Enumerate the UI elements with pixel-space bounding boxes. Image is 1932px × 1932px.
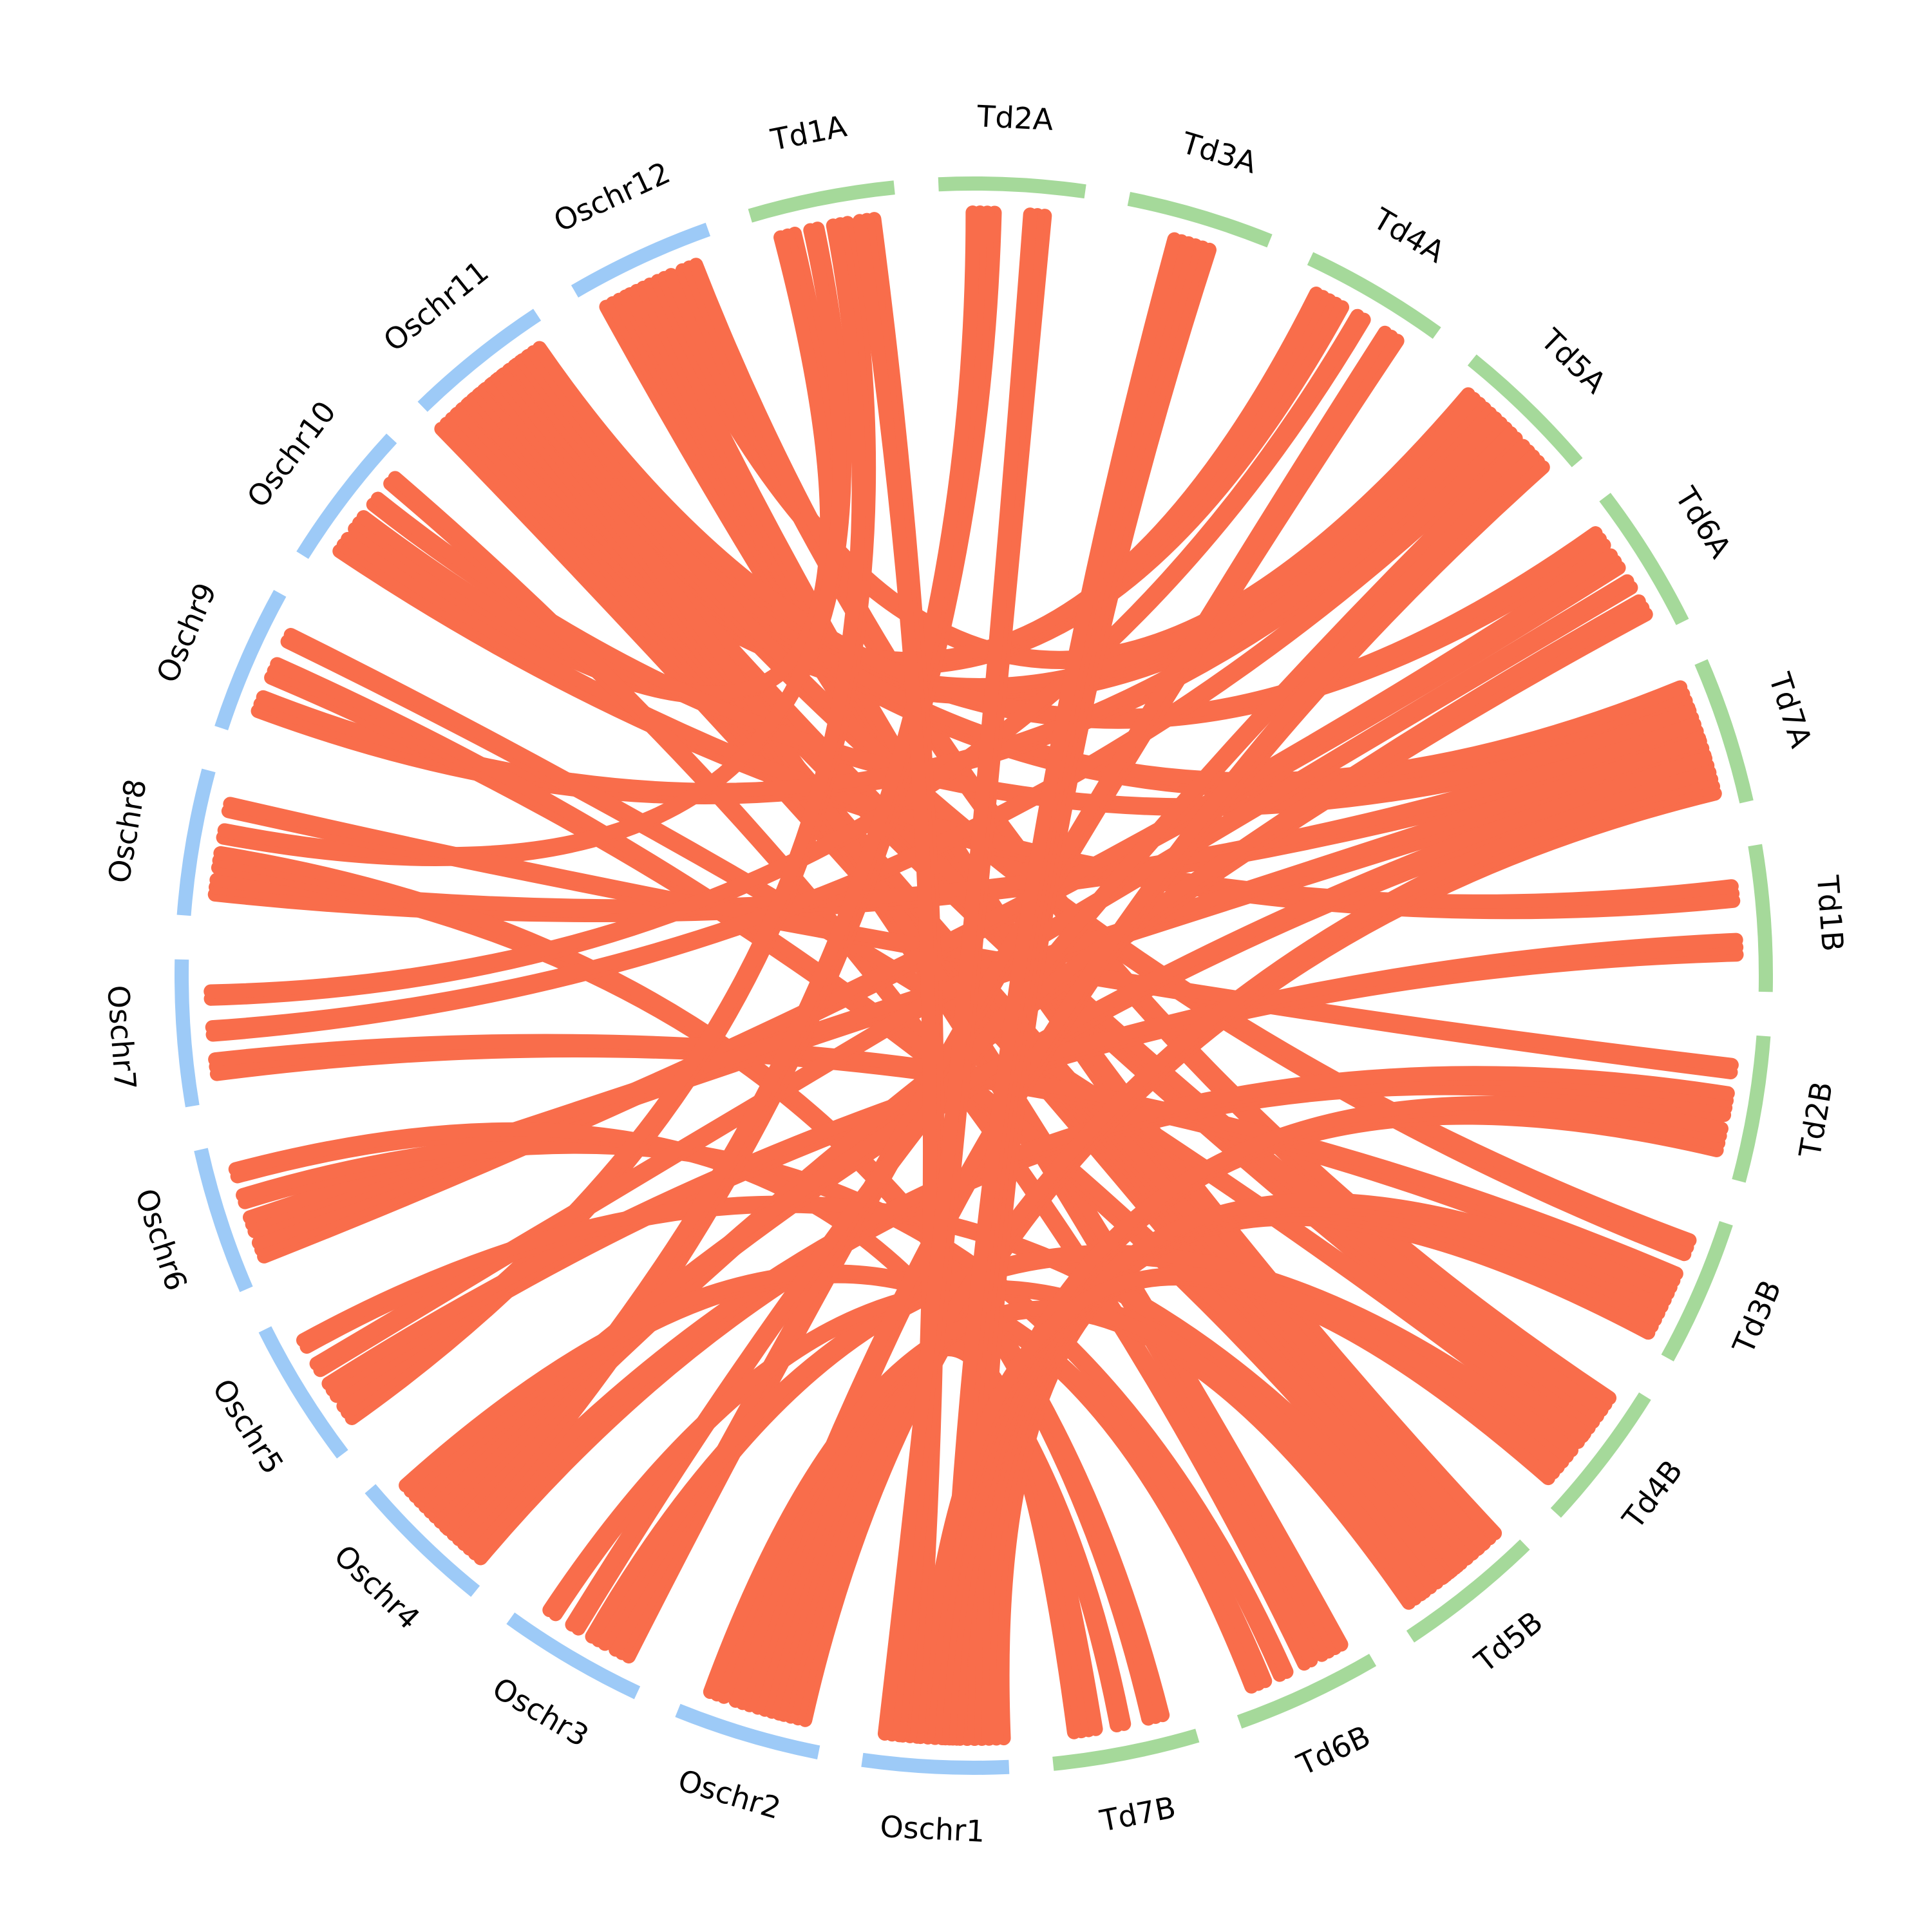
- label-td7b: Td7B: [1097, 1790, 1179, 1839]
- ideogram-oschr8: [176, 768, 216, 916]
- ideogram-oschr4: [365, 1484, 480, 1597]
- label-td7a: Td7A: [1762, 668, 1819, 752]
- ideogram-td4b: [1550, 1392, 1651, 1518]
- ideogram-td6b: [1236, 1654, 1377, 1729]
- label-oschr11: Oschr11: [377, 254, 495, 358]
- ideogram-oschr1: [861, 1752, 1010, 1775]
- ideogram-td6a: [1599, 493, 1689, 625]
- ideogram-td7b: [1052, 1728, 1200, 1771]
- synteny-links: [204, 205, 1744, 1746]
- label-td1a: Td1A: [768, 108, 850, 157]
- label-td4b: Td4B: [1615, 1454, 1689, 1535]
- link-oschr10-td1a: [356, 230, 835, 700]
- label-td3a: Td3A: [1177, 125, 1261, 180]
- ideogram-oschr9: [214, 589, 287, 730]
- ideogram-oschr12: [571, 222, 711, 298]
- ideogram-oschr3: [506, 1612, 641, 1700]
- ideogram-oschr11: [417, 308, 542, 412]
- label-td1b: Td1B: [1810, 874, 1850, 953]
- label-oschr1: Oschr1: [879, 1809, 985, 1849]
- label-td3b: Td3B: [1725, 1275, 1788, 1359]
- ideogram-td3a: [1127, 192, 1273, 248]
- link-oschr9-td4b: [283, 628, 1590, 1443]
- label-td6a: Td6A: [1668, 480, 1738, 564]
- label-td5b: Td5B: [1468, 1604, 1549, 1680]
- label-oschr10: Oschr10: [240, 395, 343, 514]
- link-oschr9-td5b: [270, 657, 1464, 1573]
- ideogram-oschr7: [175, 959, 200, 1108]
- label-td5a: Td5A: [1534, 322, 1613, 401]
- ideogram-td1b: [1748, 844, 1773, 992]
- label-td6b: Td6B: [1291, 1719, 1376, 1783]
- label-td4a: Td4A: [1367, 201, 1451, 270]
- ideogram-td2a: [938, 176, 1086, 199]
- label-oschr12: Oschr12: [549, 155, 676, 239]
- label-oschr9: Oschr9: [149, 578, 223, 688]
- label-td2a: Td2A: [976, 99, 1054, 137]
- link-oschr2-td7a: [777, 765, 1717, 1722]
- ideogram-td1a: [748, 180, 895, 223]
- link-oschr4-td2b: [457, 1066, 1735, 1551]
- ideogram-td3b: [1661, 1221, 1733, 1362]
- link-oschr10-td1b: [341, 531, 1739, 909]
- ideogram-td7a: [1694, 659, 1754, 804]
- label-oschr7: Oschr7: [100, 984, 143, 1091]
- link-oschr2-td7b: [750, 1340, 1103, 1736]
- link-oschr3-td4b: [585, 1244, 1578, 1644]
- ideogram-td4a: [1307, 252, 1441, 339]
- label-oschr2: Oschr2: [674, 1763, 784, 1826]
- ideogram-oschr10: [296, 433, 397, 559]
- label-td2b: Td2B: [1792, 1079, 1839, 1161]
- ideogram-td2b: [1732, 1035, 1771, 1183]
- label-oschr8: Oschr8: [101, 777, 153, 886]
- link-oschr1-td2a: [877, 207, 1037, 1741]
- ideogram-oschr2: [675, 1703, 820, 1759]
- ideogram-td5a: [1467, 354, 1583, 468]
- label-oschr6: Oschr6: [129, 1184, 194, 1295]
- link-oschr2-td5b: [703, 1300, 1428, 1700]
- label-oschr4: Oschr4: [327, 1538, 426, 1636]
- label-oschr3: Oschr3: [487, 1671, 595, 1754]
- link-oschr10-td6b: [388, 471, 1318, 1668]
- chromosome-ideograms: [175, 176, 1773, 1775]
- link-oschr1-td4b: [913, 1267, 1565, 1745]
- ideogram-oschr5: [258, 1326, 348, 1459]
- ideogram-td5b: [1406, 1539, 1530, 1643]
- label-oschr5: Oschr5: [205, 1373, 290, 1481]
- ideogram-oschr6: [194, 1148, 253, 1293]
